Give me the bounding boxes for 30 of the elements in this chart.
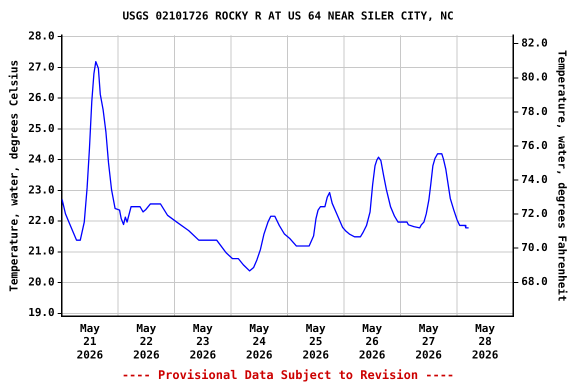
- x-tick-label: May 27 2026: [415, 322, 442, 362]
- x-tick-label: May 28 2026: [472, 322, 499, 362]
- y-tick-label: 28.0: [28, 30, 55, 43]
- y2-tick-label: 78.0: [521, 104, 548, 118]
- x-tick-label: May 21 2026: [76, 322, 104, 362]
- x-tick-label: May 25 2026: [302, 322, 330, 362]
- y-tick-label: 23.0: [28, 183, 55, 196]
- x-tick-label: May 24 2026: [246, 322, 273, 362]
- chart-title: USGS 02101726 ROCKY R AT US 64 NEAR SILER CITY, NC: [122, 9, 454, 22]
- y2-tick-label: 76.0: [521, 138, 548, 152]
- y2-tick-label: 80.0: [521, 70, 548, 84]
- y-tick-label: 24.0: [28, 152, 55, 166]
- x-tick-label: May 23 2026: [190, 322, 216, 362]
- y-axis-title: Temperature, water, degrees Celsius: [7, 60, 20, 292]
- y-tick-label: 19.0: [28, 306, 55, 320]
- y-tick-label: 21.0: [28, 244, 55, 258]
- y2-tick-label: 68.0: [521, 275, 548, 288]
- y2-tick-label: 72.0: [521, 207, 548, 220]
- text: ---- Provisional Data Subject to Revision ----: [122, 368, 454, 382]
- y-tick-label: 26.0: [28, 91, 55, 104]
- y2-tick-label: 82.0: [521, 36, 548, 50]
- y-tick-label: 25.0: [28, 122, 55, 135]
- y-tick-label: 22.0: [28, 214, 55, 227]
- y2-axis-title: Temperature, water, degrees Fahrenheit: [556, 50, 569, 302]
- y-tick-label: 20.0: [28, 275, 55, 288]
- x-tick-label: May 22 2026: [133, 322, 160, 362]
- y2-tick-label: 70.0: [521, 241, 548, 254]
- y2-tick-label: 74.0: [521, 172, 548, 186]
- y-tick-label: 27.0: [28, 60, 55, 74]
- x-tick-label: May 26 2026: [358, 322, 386, 362]
